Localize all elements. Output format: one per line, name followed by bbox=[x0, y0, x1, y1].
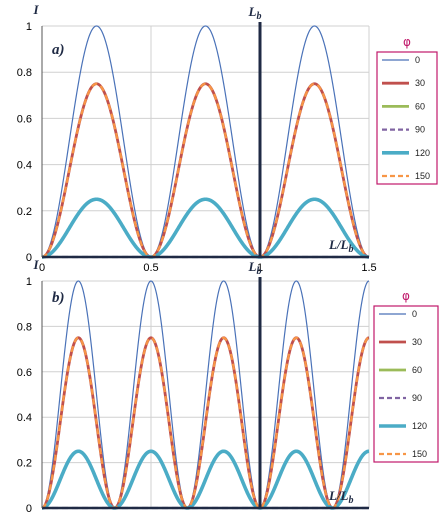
x-tick-label: 1.5 bbox=[361, 262, 376, 274]
series-line-0 bbox=[41, 25, 370, 258]
y-tick-label: 0.2 bbox=[17, 458, 32, 470]
legend-entry-30: 30 bbox=[415, 78, 425, 88]
y-tick-label: 0 bbox=[26, 252, 32, 264]
legend-entry-90: 90 bbox=[412, 393, 422, 403]
legend-title: φ bbox=[403, 35, 411, 49]
series-line-60 bbox=[41, 197, 370, 259]
y-tick-label: 0.8 bbox=[17, 321, 32, 333]
y-tick-label: 0 bbox=[26, 503, 32, 512]
panel-label: b) bbox=[52, 290, 65, 306]
x-axis-label: L/Lb bbox=[328, 237, 354, 255]
series-line-150 bbox=[41, 336, 370, 510]
legend-box bbox=[373, 305, 439, 463]
legend-entry-150: 150 bbox=[412, 449, 427, 459]
legend-entry-150: 150 bbox=[415, 171, 430, 181]
legend: φ0 30 60 90 120 150 bbox=[376, 35, 438, 185]
y-tick-label: 1 bbox=[26, 276, 32, 288]
x-tick-label: 1 bbox=[257, 262, 263, 274]
y-tick-label: 0.6 bbox=[17, 367, 32, 379]
lb-marker-label: Lb bbox=[248, 4, 262, 22]
legend-entry-120: 120 bbox=[412, 421, 427, 431]
legend-box bbox=[376, 51, 438, 185]
legend-title: φ bbox=[402, 289, 410, 303]
y-tick-label: 0.8 bbox=[17, 67, 32, 79]
series-line-0 bbox=[41, 280, 370, 509]
y-tick-label: 0.4 bbox=[17, 412, 32, 424]
chart-panel-2: 00.20.40.60.8100.511.5ILbL/Lbb)φ03060901… bbox=[17, 257, 439, 512]
y-axis-label: I bbox=[32, 257, 39, 272]
legend-entry-60: 60 bbox=[415, 101, 425, 111]
legend-entry-30: 30 bbox=[412, 337, 422, 347]
x-axis-label: L/Lb bbox=[328, 488, 354, 506]
x-tick-label: 0.5 bbox=[143, 262, 158, 274]
chart-panel-1: 00.20.40.60.810 0.5 1 1.5I LbL/Lba) φ03060901… bbox=[17, 2, 438, 274]
panel-label: a) bbox=[52, 42, 65, 58]
legend-entry-0: 0 bbox=[412, 309, 417, 319]
y-tick-label: 0.6 bbox=[17, 113, 32, 125]
series-line-30 bbox=[41, 82, 370, 259]
y-tick-label: 0.4 bbox=[17, 160, 32, 172]
series-line-120 bbox=[41, 197, 370, 259]
x-tick-label: 0 bbox=[39, 262, 45, 274]
legend-entry-60: 60 bbox=[412, 365, 422, 375]
series-line-120 bbox=[41, 449, 370, 510]
legend-entry-0: 0 bbox=[415, 55, 420, 65]
legend: φ0 30 60 90 120 150 bbox=[373, 289, 439, 463]
series-line-150 bbox=[41, 82, 370, 259]
y-tick-label: 1 bbox=[26, 21, 32, 33]
legend-entry-90: 90 bbox=[415, 125, 425, 135]
y-tick-label: 0.2 bbox=[17, 206, 32, 218]
y-axis-label: I bbox=[32, 2, 39, 17]
legend-entry-120: 120 bbox=[415, 148, 430, 158]
